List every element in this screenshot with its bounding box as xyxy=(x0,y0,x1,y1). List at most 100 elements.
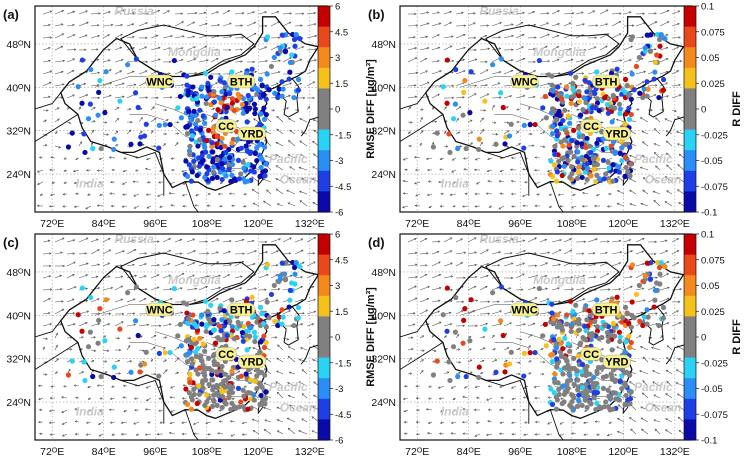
wind-arrow xyxy=(162,369,168,375)
wind-arrow-head xyxy=(616,202,620,206)
wind-arrow-head xyxy=(298,381,302,384)
wind-arrow xyxy=(138,131,143,135)
wind-arrow-head xyxy=(463,251,467,254)
wind-arrow-head xyxy=(132,35,135,39)
wind-arrow-head xyxy=(438,273,442,277)
wind-arrow-head xyxy=(50,385,53,388)
wind-arrow xyxy=(407,324,415,327)
wind-arrow xyxy=(126,360,132,363)
wind-arrow-head xyxy=(414,95,418,99)
lon-tick-label: 108ᴼE xyxy=(192,446,222,458)
wind-arrow-head xyxy=(276,203,280,206)
wind-arrow-head xyxy=(601,121,604,124)
wind-arrow xyxy=(455,12,464,15)
wind-arrow xyxy=(90,120,96,123)
wind-arrow xyxy=(174,133,179,135)
region-badge xyxy=(237,126,266,141)
wind-arrow-head xyxy=(654,252,657,256)
wind-arrow-head xyxy=(617,404,621,407)
wind-arrow-head xyxy=(462,58,466,62)
wind-arrow xyxy=(42,337,48,340)
wind-arrow xyxy=(126,264,135,267)
station-point xyxy=(203,328,209,335)
wind-arrow xyxy=(678,405,685,411)
wind-arrow xyxy=(110,421,116,424)
wind-arrow-head xyxy=(450,386,454,389)
wind-arrow-head xyxy=(533,60,536,64)
station-point xyxy=(493,141,499,147)
wind-arrow xyxy=(276,188,284,195)
wind-arrow xyxy=(114,265,123,267)
wind-arrow-head xyxy=(86,310,90,313)
wind-arrow xyxy=(539,252,550,255)
wind-arrow-head xyxy=(630,93,634,96)
station-point xyxy=(239,101,245,108)
wind-arrow-head xyxy=(641,428,644,432)
wind-arrow-head xyxy=(415,71,419,75)
wind-arrow xyxy=(66,253,75,255)
wind-arrow-head xyxy=(96,58,100,62)
wind-arrow-head xyxy=(582,23,585,26)
wind-arrow xyxy=(90,323,100,327)
station-point xyxy=(203,94,210,100)
wind-arrow-head xyxy=(581,205,585,208)
wind-arrow-head xyxy=(426,252,429,255)
station-point xyxy=(194,400,200,407)
wind-arrow xyxy=(659,47,668,51)
province-border xyxy=(460,76,512,88)
wind-arrow xyxy=(599,142,605,147)
wind-arrow-head xyxy=(473,12,476,15)
wind-arrow xyxy=(419,359,424,363)
wind-arrow xyxy=(630,428,637,435)
wind-arrow xyxy=(54,107,60,111)
wind-arrow-head xyxy=(462,395,465,399)
wind-arrow xyxy=(414,156,421,159)
wind-arrow-head xyxy=(444,335,447,338)
wind-arrow-head xyxy=(431,141,435,145)
wind-arrow xyxy=(298,381,308,387)
wind-arrow xyxy=(500,169,505,172)
wind-arrow-head xyxy=(448,311,452,315)
station-point xyxy=(594,140,600,146)
wind-arrow-head xyxy=(473,72,476,76)
wind-arrow-head xyxy=(132,47,135,50)
station-point xyxy=(210,377,216,383)
wind-arrow-head xyxy=(544,275,548,278)
station-point xyxy=(189,133,195,139)
wind-arrow xyxy=(642,356,649,363)
station-point xyxy=(203,322,210,328)
wind-arrow xyxy=(558,193,565,196)
wind-arrow-head xyxy=(449,237,453,240)
wind-arrow-head xyxy=(437,59,440,63)
station-point xyxy=(204,137,210,144)
wind-arrow-head xyxy=(155,34,159,38)
wind-arrow xyxy=(587,252,596,255)
wind-arrow xyxy=(138,46,147,51)
wind-arrow xyxy=(270,21,280,27)
wind-arrow-head xyxy=(251,176,254,179)
wind-arrow xyxy=(90,264,100,267)
wind-arrow-head xyxy=(96,238,99,241)
wind-arrow xyxy=(234,71,243,75)
wind-arrow-head xyxy=(667,9,670,13)
station-point xyxy=(177,93,183,100)
station-point xyxy=(238,171,244,177)
wind-arrow-head xyxy=(678,429,682,433)
wind-arrow xyxy=(629,155,637,159)
wind-arrow xyxy=(676,369,685,375)
region-badge xyxy=(215,347,237,361)
wind-arrow xyxy=(210,348,216,351)
wind-arrow-head xyxy=(642,262,645,266)
wind-arrow-head xyxy=(640,311,644,315)
wind-arrow xyxy=(66,11,75,15)
station-point xyxy=(186,390,192,396)
wind-arrow-head xyxy=(156,432,160,436)
wind-arrow xyxy=(50,193,56,196)
wind-arrow-head xyxy=(559,82,563,86)
station-point xyxy=(210,159,216,165)
wind-arrow xyxy=(102,238,111,243)
wind-arrow xyxy=(270,250,279,255)
station-point xyxy=(293,32,299,38)
station-point xyxy=(209,371,215,378)
station-point xyxy=(247,333,253,339)
